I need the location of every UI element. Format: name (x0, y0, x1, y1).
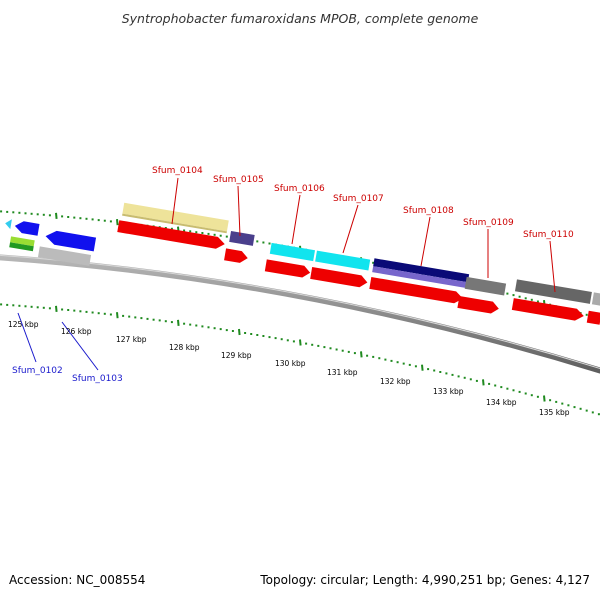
gene-label[interactable]: Sfum_0108 (403, 206, 454, 216)
scale-label: 131 kbp (327, 368, 358, 377)
major-tick (238, 328, 241, 336)
cds-arrow-5 (369, 277, 464, 304)
gene-block-navy (373, 258, 470, 283)
cds-arrow-7 (511, 298, 584, 321)
gene-block-green (10, 236, 35, 247)
scale-label: 130 kbp (275, 359, 306, 368)
map-title: Syntrophobacter fumaroxidans MPOB, compl… (122, 11, 479, 26)
major-tick (299, 339, 302, 346)
cds-arrow-2 (224, 248, 248, 263)
leader-lines-top (171, 177, 556, 293)
gene-block-khaki (122, 202, 229, 232)
scale-label: 125 kbp (8, 320, 39, 329)
gene-block-gray-2 (514, 279, 592, 304)
cds-arrow-8 (586, 310, 600, 325)
gene-arrow-blue-left-1 (14, 221, 40, 236)
gene-label[interactable]: Sfum_0105 (213, 175, 264, 185)
major-tick (55, 305, 58, 312)
scale-label: 133 kbp (433, 387, 464, 396)
gene-block-gray-left (37, 246, 92, 266)
cds-arrow-1 (117, 220, 225, 249)
scale-label: 127 kbp (116, 335, 147, 344)
gene-label[interactable]: Sfum_0104 (152, 166, 203, 176)
gene-block-cyan-1 (269, 242, 316, 262)
gene-block-cyan-2 (315, 250, 371, 271)
gene-label[interactable]: Sfum_0107 (333, 194, 384, 204)
gene-label[interactable]: Sfum_0109 (463, 218, 514, 228)
major-tick (360, 351, 363, 358)
major-tick (482, 379, 485, 386)
gene-label[interactable]: Sfum_0110 (523, 230, 574, 240)
cds-arrow-6 (457, 295, 499, 314)
scale-labels: 125 kbp 126 kbp 127 kbp 128 kbp 129 kbp 130 k… (8, 320, 570, 417)
gene-block-darkgreen (9, 242, 34, 252)
gene-block-darkslate (229, 230, 255, 246)
tick-track-bottom (0, 303, 600, 416)
gene-label[interactable]: Sfum_0103 (72, 374, 123, 384)
cds-arrow-3 (264, 259, 311, 278)
scale-label: 128 kbp (169, 343, 200, 352)
gene-arrow-blue-left-2 (45, 230, 97, 252)
gene-block-gray-1 (464, 276, 507, 296)
scale-label: 134 kbp (486, 398, 517, 407)
major-tick (116, 312, 119, 319)
major-tick (421, 364, 424, 371)
gene-block-gray-3 (591, 292, 600, 306)
gene-labels-bottom: Sfum_0102 Sfum_0103 (12, 366, 123, 384)
scale-label: 132 kbp (380, 377, 411, 386)
major-tick (116, 219, 119, 226)
gene-block-khaki-edge (122, 213, 227, 234)
scale-label: 135 kbp (539, 408, 570, 417)
gene-label[interactable]: Sfum_0106 (274, 184, 325, 194)
major-tick (177, 319, 180, 326)
gene-block-lavender (372, 266, 468, 289)
major-tick (543, 395, 546, 402)
scale-label: 129 kbp (221, 351, 252, 360)
topology-text: Topology: circular; Length: 4,990,251 bp… (260, 573, 590, 587)
leader-lines-bottom (17, 312, 99, 371)
gene-label[interactable]: Sfum_0102 (12, 366, 63, 376)
cds-arrow-4 (310, 267, 368, 288)
gene-track (5, 202, 600, 325)
scale-label: 126 kbp (61, 327, 92, 336)
major-tick (55, 212, 58, 219)
gene-labels-top: Sfum_0104 Sfum_0105 Sfum_0106 Sfum_0107 … (152, 166, 574, 240)
gene-arrow-cyan-partial (5, 219, 12, 230)
accession-text: Accession: NC_008554 (9, 573, 146, 587)
